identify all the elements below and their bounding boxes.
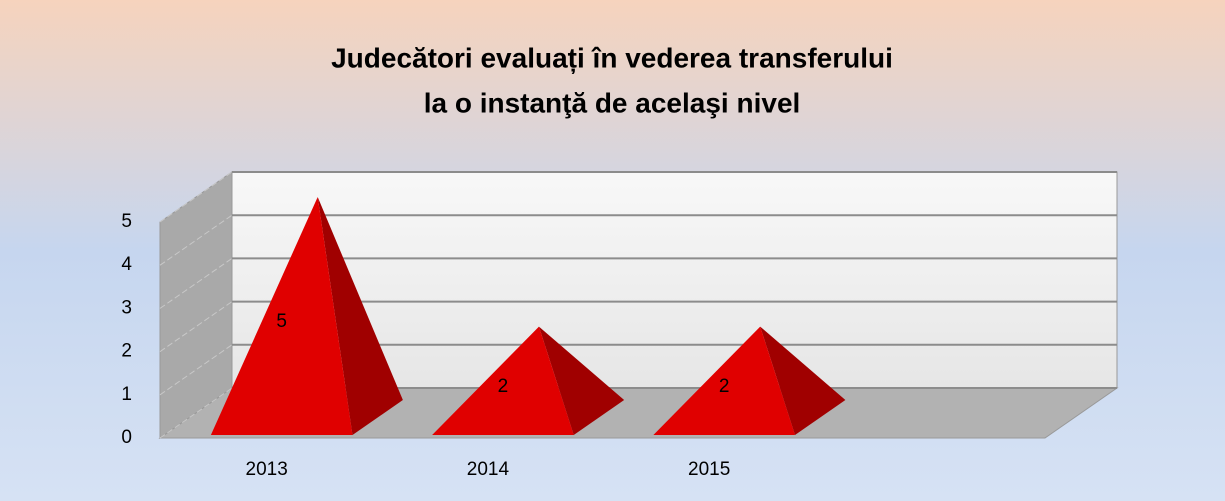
side-grid-line (159, 257, 233, 309)
pyramid-front (432, 326, 574, 435)
side-grid-line (159, 214, 233, 266)
y-tick-label: 5 (121, 211, 132, 232)
pyramid-side (538, 326, 625, 435)
side-grid-line (159, 171, 233, 223)
pyramid-front (653, 326, 795, 435)
data-label: 2 (719, 376, 730, 397)
pyramid-side (760, 326, 846, 435)
x-tick-label: 2014 (467, 459, 510, 480)
pyramid (432, 326, 625, 435)
pyramid (210, 197, 403, 435)
data-label: 2 (498, 376, 509, 397)
y-tick-label: 0 (121, 427, 132, 448)
y-tick-label: 4 (121, 254, 132, 275)
x-tick-label: 2015 (688, 459, 730, 480)
y-tick-label: 3 (121, 297, 132, 318)
x-tick-label: 2013 (246, 459, 288, 480)
side-grid-line (159, 344, 233, 396)
y-tick-label: 1 (121, 384, 132, 405)
pyramid-side (317, 197, 403, 435)
y-tick-label: 2 (121, 341, 132, 362)
pyramid (653, 326, 846, 435)
chart-title: la o instanţă de acelaşi nivel (424, 87, 801, 118)
side-grid-line (159, 301, 233, 353)
pyramid-front (210, 197, 353, 435)
data-label: 5 (276, 311, 287, 332)
chart-title: Judecători evaluați în vederea transferu… (331, 42, 893, 73)
side-grid-line (159, 387, 233, 439)
